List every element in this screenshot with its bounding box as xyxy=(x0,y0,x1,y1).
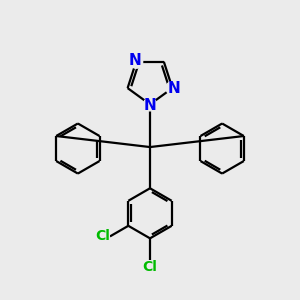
Text: N: N xyxy=(167,81,180,96)
Text: N: N xyxy=(129,53,142,68)
Text: N: N xyxy=(144,98,156,113)
Text: Cl: Cl xyxy=(142,260,158,274)
Circle shape xyxy=(166,82,179,94)
Text: Cl: Cl xyxy=(95,230,110,243)
Circle shape xyxy=(143,98,157,111)
Circle shape xyxy=(130,55,142,68)
